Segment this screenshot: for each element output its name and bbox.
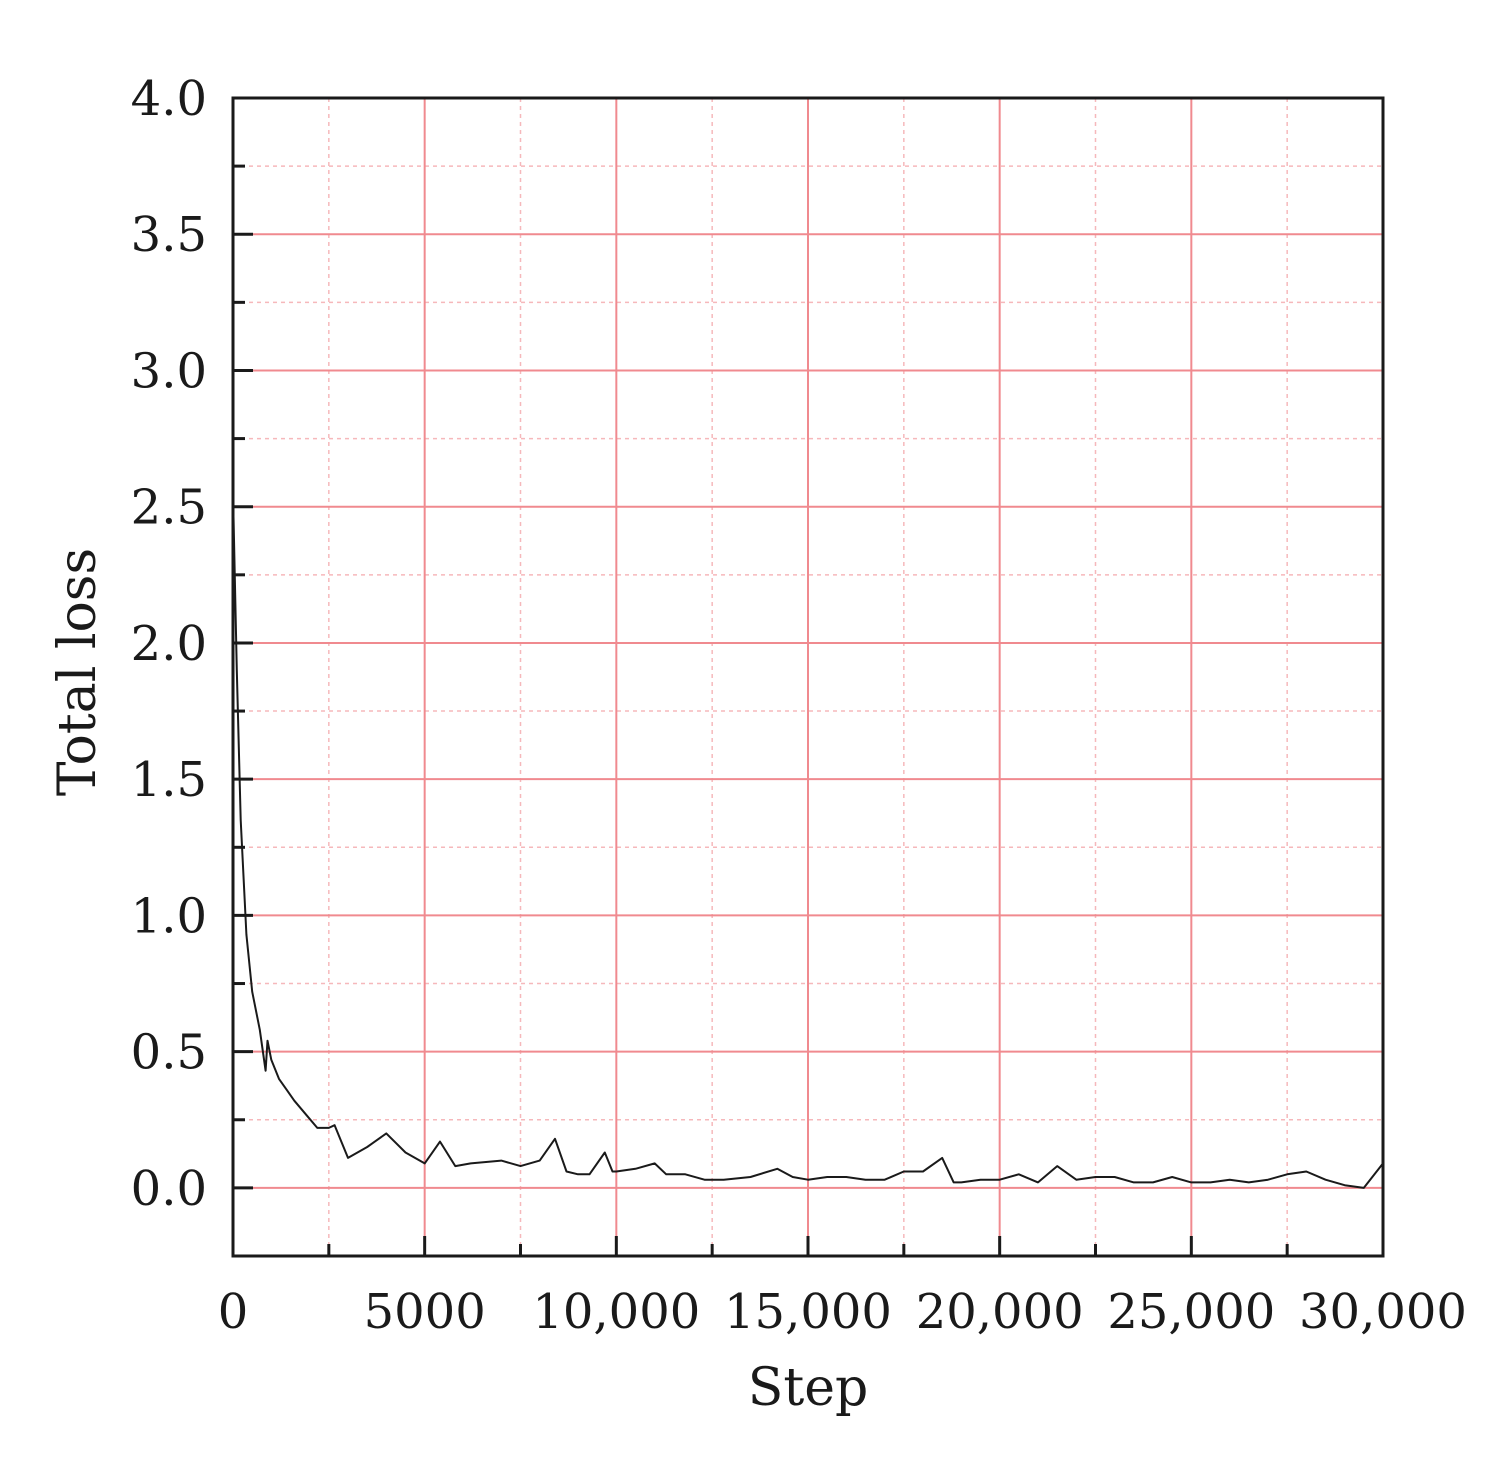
y-axis-title: Total loss xyxy=(48,548,108,796)
major-grid xyxy=(233,98,1383,1256)
y-tick-label: 0.5 xyxy=(131,1025,207,1081)
series-line xyxy=(232,493,1384,1189)
minor-grid xyxy=(233,98,1383,1256)
x-tick-label: 5000 xyxy=(364,1284,486,1340)
series-layer xyxy=(232,493,1384,1189)
x-tick-label: 15,000 xyxy=(724,1284,892,1340)
y-tick-label: 1.0 xyxy=(131,888,207,944)
x-axis-title: Step xyxy=(748,1358,869,1418)
x-tick-label: 10,000 xyxy=(532,1284,700,1340)
x-tick-label: 0 xyxy=(218,1284,249,1340)
y-tick-label: 0.0 xyxy=(131,1161,207,1217)
y-tick-labels: 0.0 0.5 1.0 1.5 2.0 2.5 3.0 3.5 4.0 xyxy=(131,71,207,1217)
y-tick-label: 4.0 xyxy=(131,71,207,127)
x-tick-label: 30,000 xyxy=(1299,1284,1467,1340)
y-tick-label: 2.5 xyxy=(131,480,207,536)
y-tick-label: 3.0 xyxy=(131,343,207,399)
y-tick-label: 1.5 xyxy=(131,752,207,808)
x-tick-label: 25,000 xyxy=(1107,1284,1275,1340)
x-tick-label: 20,000 xyxy=(916,1284,1084,1340)
x-tick-labels: 0 5000 10,000 15,000 20,000 25,000 30,000 xyxy=(218,1284,1467,1340)
y-tick-label: 2.0 xyxy=(131,616,207,672)
y-tick-label: 3.5 xyxy=(131,207,207,263)
axis-ticks xyxy=(231,96,1385,1256)
